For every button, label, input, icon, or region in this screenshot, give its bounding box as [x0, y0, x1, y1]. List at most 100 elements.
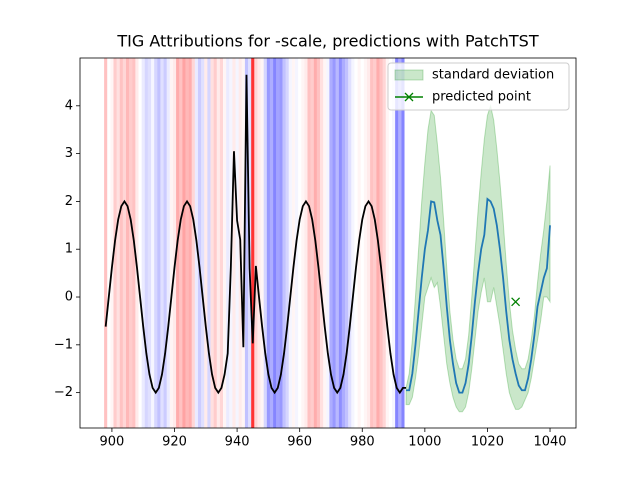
- y-tick-label: 0: [65, 290, 73, 305]
- attribution-stripe: [241, 58, 245, 428]
- attribution-stripe: [126, 58, 130, 428]
- attribution-stripe: [119, 58, 123, 428]
- x-tick-label: 1040: [533, 435, 566, 450]
- attribution-stripe: [348, 58, 352, 428]
- attribution-stripe: [154, 58, 158, 428]
- x-tick-label: 920: [162, 435, 187, 450]
- attribution-stripe: [320, 58, 324, 428]
- y-tick-label: −2: [54, 385, 73, 400]
- attribution-stripe: [273, 58, 277, 428]
- attribution-stripe: [260, 58, 264, 428]
- attribution-stripe: [363, 58, 367, 428]
- attribution-stripe: [345, 58, 349, 428]
- attribution-stripe: [204, 58, 208, 428]
- attribution-stripe: [401, 58, 405, 428]
- attribution-stripe: [147, 58, 152, 428]
- legend-box: [387, 62, 570, 111]
- attribution-stripe: [226, 58, 230, 428]
- attribution-stripe: [335, 58, 339, 428]
- std-band: [405, 103, 551, 413]
- attribution-stripe: [191, 58, 195, 428]
- attribution-stripe: [163, 58, 167, 428]
- x-tick-label: 980: [350, 435, 375, 450]
- y-tick-label: 4: [65, 98, 73, 113]
- attribution-stripe: [235, 58, 239, 428]
- attribution-stripe: [391, 58, 396, 428]
- attribution-stripe: [157, 58, 161, 428]
- attribution-stripe: [304, 58, 308, 428]
- attribution-stripe: [263, 58, 267, 428]
- attribution-stripe: [316, 58, 321, 428]
- attribution-stripe: [379, 58, 383, 428]
- attribution-stripe: [160, 58, 164, 428]
- attribution-stripe: [373, 58, 377, 428]
- attribution-stripe: [207, 58, 211, 428]
- x-tick-label: 940: [225, 435, 250, 450]
- attribution-stripe: [213, 58, 217, 428]
- attribution-stripe: [172, 58, 177, 428]
- attribution-stripe: [398, 58, 402, 428]
- axes-frame: [79, 57, 577, 429]
- attribution-stripe: [351, 58, 355, 428]
- attribution-stripe: [395, 58, 399, 428]
- attribution-stripe: [201, 58, 205, 428]
- attribution-stripe: [185, 58, 189, 428]
- attribution-stripe: [135, 58, 139, 428]
- attribution-stripe: [301, 58, 305, 428]
- attribution-stripe: [326, 58, 330, 428]
- attribution-stripe: [129, 58, 133, 428]
- attribution-stripe: [323, 58, 327, 428]
- attribution-stripe: [254, 58, 258, 428]
- x-tick-label: 1000: [408, 435, 441, 450]
- y-tick-label: 3: [65, 146, 73, 161]
- attribution-stripe: [116, 58, 120, 428]
- attribution-stripe: [188, 58, 192, 428]
- attribution-stripe: [276, 58, 280, 428]
- legend-swatch: [394, 69, 424, 81]
- attribution-stripe: [244, 58, 249, 428]
- x-tick-label: 960: [287, 435, 312, 450]
- attribution-stripe: [110, 58, 114, 428]
- attribution-stripe: [269, 58, 274, 428]
- attribution-stripe: [341, 58, 346, 428]
- attribution-stripe: [382, 58, 386, 428]
- line: [104, 74, 407, 395]
- attribution-stripe: [366, 58, 371, 428]
- predicted-point: [511, 297, 521, 307]
- attribution-stripe: [197, 58, 202, 428]
- attribution-stripe: [141, 58, 145, 428]
- attribution-stripe: [288, 58, 292, 428]
- y-tick-label: −1: [54, 337, 73, 352]
- y-tick-label: 2: [65, 194, 73, 209]
- attribution-stripe: [257, 58, 261, 428]
- attribution-stripe: [151, 58, 155, 428]
- attribution-stripe: [307, 58, 311, 428]
- attribution-stripe: [266, 58, 270, 428]
- x-tick-label: 900: [100, 435, 125, 450]
- attribution-stripe: [223, 58, 227, 428]
- attribution-stripe: [169, 58, 173, 428]
- attribution-stripe: [285, 58, 289, 428]
- attribution-stripe: [385, 58, 389, 428]
- x-tick-label: 1020: [471, 435, 504, 450]
- attribution-stripe: [251, 58, 255, 428]
- attribution-stripe: [216, 58, 220, 428]
- attribution-stripe: [332, 58, 336, 428]
- attribution-stripe: [104, 58, 108, 428]
- plot-area: [104, 58, 551, 428]
- chart-title: TIG Attributions for -scale, predictions…: [116, 32, 538, 51]
- attribution-stripe: [282, 58, 286, 428]
- attribution-stripe: [329, 58, 333, 428]
- attribution-stripe: [310, 58, 314, 428]
- attribution-stripe: [219, 58, 224, 428]
- attribution-stripe: [291, 58, 295, 428]
- attribution-stripe: [182, 58, 186, 428]
- attribution-stripe: [210, 58, 214, 428]
- attribution-stripe: [370, 58, 374, 428]
- attribution-stripe: [166, 58, 170, 428]
- attribution-stripe: [338, 58, 342, 428]
- attribution-stripe: [144, 58, 148, 428]
- legend-label: standard deviation: [432, 68, 554, 83]
